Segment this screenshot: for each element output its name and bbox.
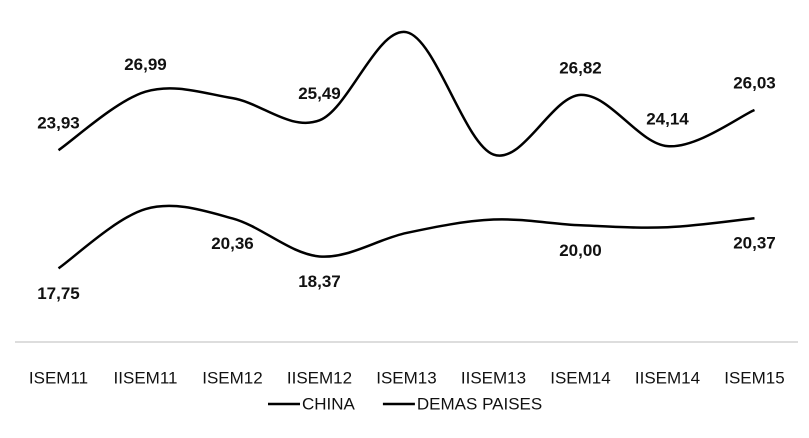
data-label: 20,36 [211, 234, 254, 253]
x-tick-label: IISEM12 [287, 368, 352, 387]
series-line [57, 204, 755, 270]
x-tick-label: ISEM15 [724, 368, 784, 387]
legend-label: CHINA [302, 394, 356, 413]
x-tick-label: ISEM14 [550, 368, 610, 387]
x-tick-label: ISEM13 [376, 368, 436, 387]
data-label: 23,93 [37, 114, 80, 133]
data-label: 26,03 [733, 73, 776, 92]
data-label: 18,37 [298, 272, 341, 291]
data-label: 20,00 [559, 241, 602, 260]
x-tick-label: IISEM14 [635, 368, 700, 387]
data-label: 17,75 [37, 284, 80, 303]
x-tick-label: ISEM12 [202, 368, 262, 387]
data-label: 26,82 [559, 58, 602, 77]
data-label: 26,99 [124, 55, 167, 74]
x-tick-label: ISEM11 [29, 368, 88, 387]
series-line [57, 30, 756, 157]
x-tick-label: IISEM11 [114, 368, 178, 387]
data-label: 20,37 [733, 234, 776, 253]
data-label: 24,14 [646, 110, 689, 129]
legend-label: DEMAS PAISES [417, 394, 542, 413]
data-label: 25,49 [298, 84, 341, 103]
x-tick-label: IISEM13 [461, 368, 526, 387]
